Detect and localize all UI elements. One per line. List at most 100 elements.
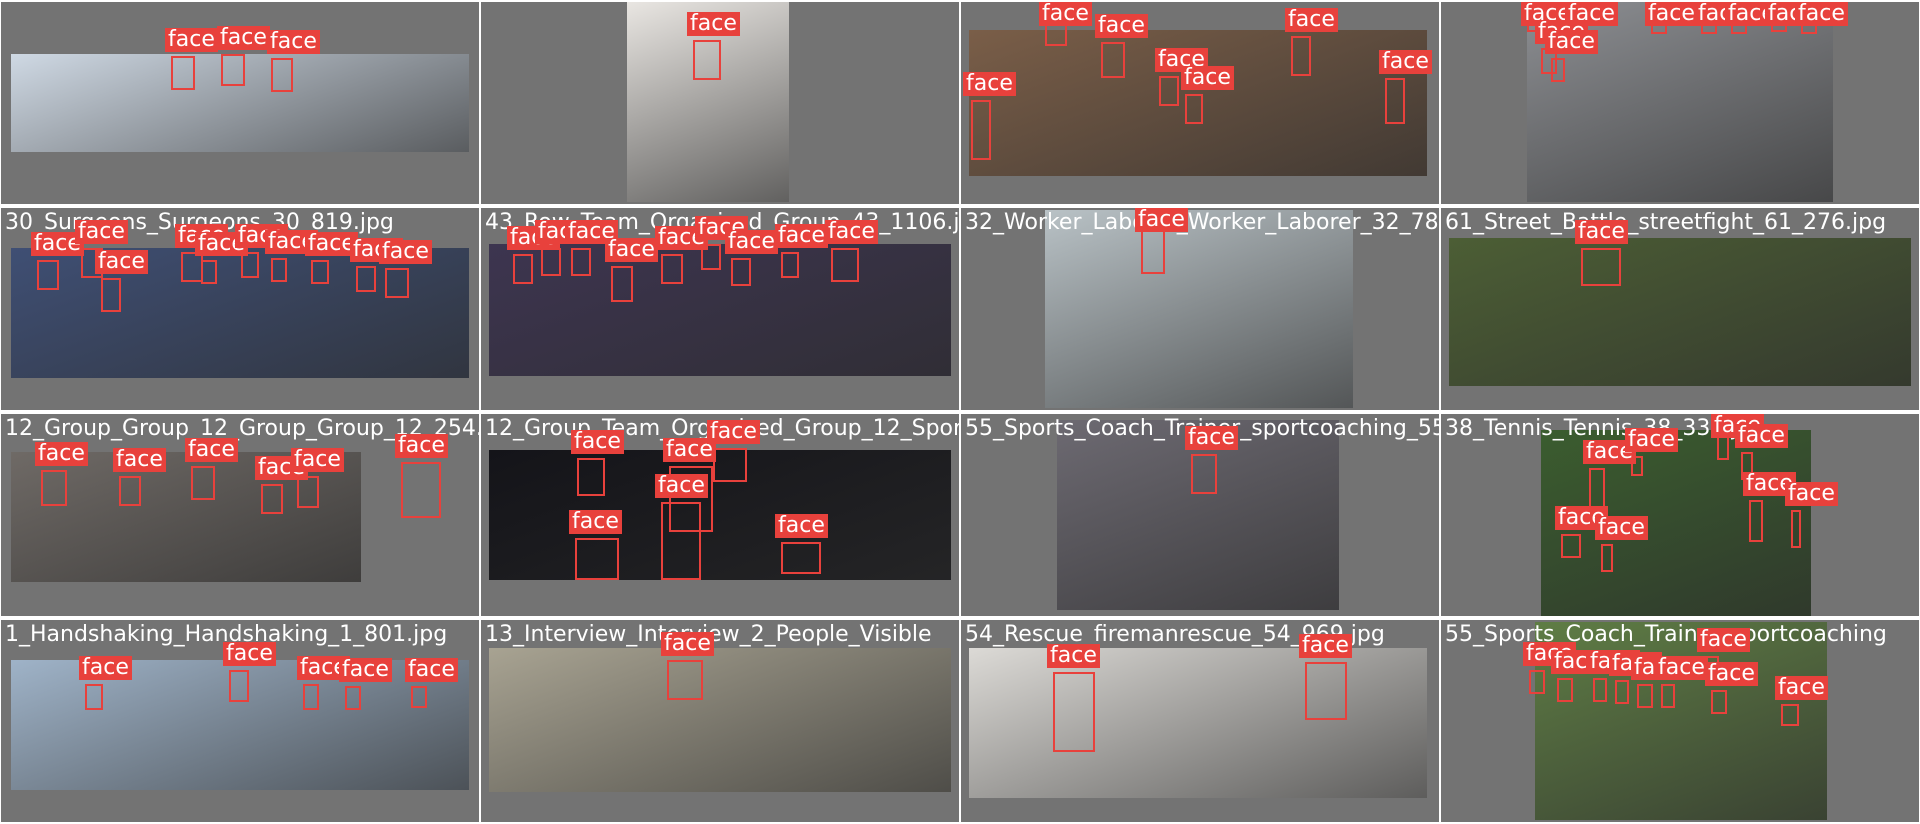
face-bounding-box	[1053, 672, 1095, 752]
face-label: face	[1181, 66, 1234, 90]
image-filename: 55_Sports_Coach_Trainer_sportcoaching	[1445, 622, 1887, 647]
face-bounding-box	[1749, 500, 1763, 542]
image-tile: 38_Tennis_Tennis_38_332.jpg face face face f…	[1441, 414, 1919, 616]
face-bounding-box	[201, 260, 217, 284]
face-label: face	[1625, 428, 1678, 452]
image-tile: 43_Row_Team_Organized_Group_43_1106.jpgf…	[481, 208, 959, 410]
image-filename: 61_Street_Battle_streetfight_61_276.jpg	[1445, 210, 1887, 235]
image-tile: 1_Handshaking_Handshaking_1_801.jpg face f…	[1, 620, 479, 822]
face-bounding-box	[667, 660, 703, 700]
face-label: face	[1565, 2, 1618, 26]
image-tile: 61_Street_Battle_streetfight_61_276.jpg f…	[1441, 208, 1919, 410]
photo	[1449, 238, 1911, 386]
face-label: face	[1185, 426, 1238, 450]
image-tile: 12_Group_Team_Organized_Group_12_Sportfa…	[481, 414, 959, 616]
face-bounding-box	[1661, 684, 1675, 708]
face-bounding-box	[575, 538, 619, 580]
face-bounding-box	[693, 40, 721, 80]
face-label: face	[687, 12, 740, 36]
face-label: face	[395, 434, 448, 458]
photo	[1045, 210, 1353, 408]
face-bounding-box	[1101, 42, 1125, 78]
face-bounding-box	[385, 268, 409, 298]
photo	[489, 648, 951, 792]
face-bounding-box	[261, 484, 283, 514]
face-label: face	[379, 240, 432, 264]
face-bounding-box	[1781, 704, 1799, 726]
face-bounding-box	[1593, 678, 1607, 702]
face-label: face	[339, 658, 392, 682]
face-bounding-box	[401, 462, 441, 518]
face-bounding-box	[303, 684, 319, 710]
face-label: face	[1697, 628, 1750, 652]
face-label: face	[1379, 50, 1432, 74]
face-label: face	[963, 72, 1016, 96]
face-label: face	[569, 510, 622, 534]
face-label: face	[267, 30, 320, 54]
face-bounding-box	[1561, 534, 1581, 558]
image-tile: 30_Surgeons_Surgeons_30_819.jpg face face f…	[1, 208, 479, 410]
face-label: face	[1545, 30, 1598, 54]
face-bounding-box	[1529, 670, 1545, 694]
face-bounding-box	[661, 254, 683, 284]
face-label: face	[775, 224, 828, 248]
face-bounding-box	[781, 252, 799, 278]
face-label: face	[1047, 644, 1100, 668]
face-label: face	[1705, 662, 1758, 686]
face-label: face	[707, 420, 760, 444]
face-label: face	[1735, 424, 1788, 448]
face-bounding-box	[577, 458, 605, 496]
face-bounding-box	[541, 248, 561, 276]
face-label: face	[775, 514, 828, 538]
face-bounding-box	[713, 448, 747, 482]
face-label: face	[75, 220, 128, 244]
image-tile: face face face face face face face	[961, 2, 1439, 204]
face-label: face	[725, 230, 778, 254]
face-bounding-box	[271, 258, 287, 282]
face-bounding-box	[311, 260, 329, 284]
face-bounding-box	[37, 260, 59, 290]
face-bounding-box	[1601, 544, 1613, 572]
face-bounding-box	[101, 278, 121, 312]
face-label: face	[1095, 14, 1148, 38]
photo	[1057, 420, 1339, 610]
face-bounding-box	[571, 248, 591, 276]
image-tile: 55_Sports_Coach_Trainer_sportcoaching_55…	[961, 414, 1439, 616]
face-label: face	[223, 642, 276, 666]
face-bounding-box	[1631, 456, 1643, 476]
face-label: face	[31, 232, 84, 256]
face-bounding-box	[1551, 58, 1565, 82]
face-label: face	[1655, 656, 1708, 680]
face-label: face	[1039, 2, 1092, 26]
face-label: face	[291, 448, 344, 472]
face-bounding-box	[513, 254, 533, 284]
face-bounding-box	[356, 266, 376, 292]
face-bounding-box	[221, 54, 245, 86]
face-bounding-box	[1385, 78, 1405, 124]
photo	[489, 450, 951, 580]
image-tile: 12_Group_Group_12_Group_Group_12_254.jpg…	[1, 414, 479, 616]
face-label: face	[185, 438, 238, 462]
photo	[969, 648, 1427, 798]
face-bounding-box	[701, 244, 721, 270]
face-bounding-box	[241, 252, 259, 278]
face-bounding-box	[181, 252, 203, 282]
face-bounding-box	[171, 56, 195, 90]
face-bounding-box	[41, 470, 67, 506]
face-bounding-box	[1711, 690, 1727, 714]
image-tile: 32_Worker_Laborer_Worker_Laborer_32_788.…	[961, 208, 1439, 410]
face-label: face	[1795, 2, 1848, 26]
face-label: face	[1575, 220, 1628, 244]
face-label: face	[217, 26, 270, 50]
face-bounding-box	[1191, 454, 1217, 494]
face-bounding-box	[831, 248, 859, 282]
face-bounding-box	[1791, 510, 1801, 548]
face-label: face	[825, 220, 878, 244]
image-tile: face face face	[1, 2, 479, 204]
face-bounding-box	[1615, 680, 1629, 704]
face-label: face	[1135, 208, 1188, 232]
face-bounding-box	[229, 670, 249, 702]
image-tile: 13_Interview_Interview_2_People_Visiblef…	[481, 620, 959, 822]
